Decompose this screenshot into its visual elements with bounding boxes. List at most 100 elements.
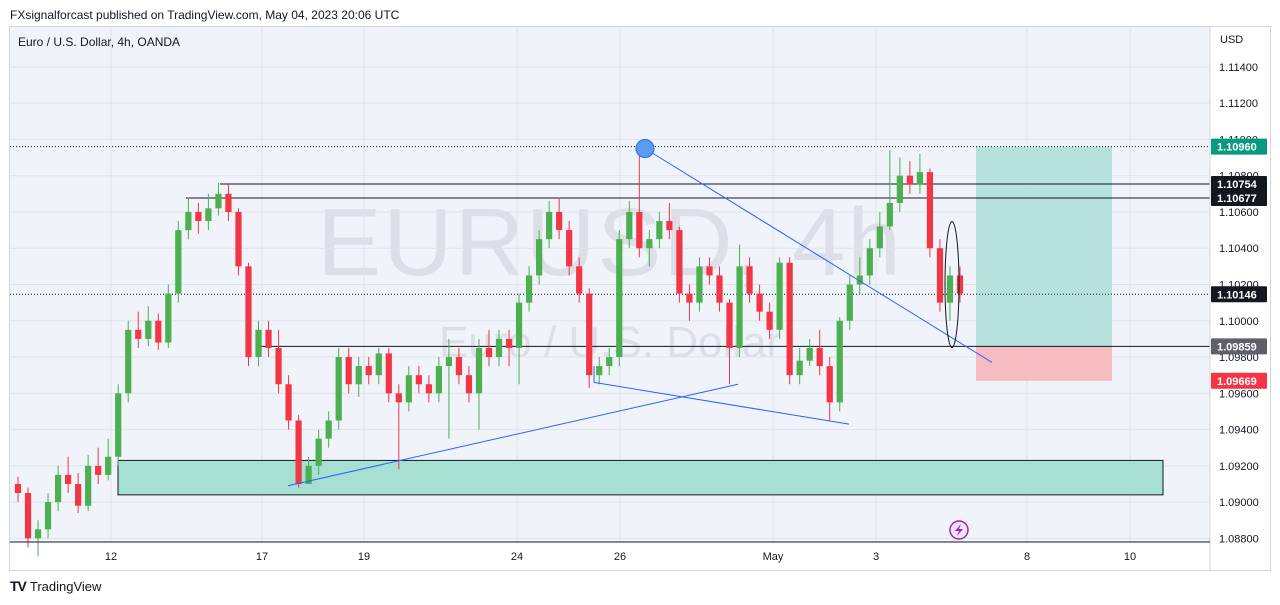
candle-body: [335, 357, 342, 421]
y-tick-label: 1.09400: [1219, 425, 1259, 437]
flash-event-icon: [949, 520, 969, 540]
flash-icon-bolt: [955, 524, 963, 536]
price-label-current-price: [1211, 286, 1267, 303]
symbol-title[interactable]: Euro / U.S. Dollar, 4h, OANDA: [18, 35, 181, 49]
x-tick-label: 24: [511, 551, 523, 563]
price-label-text-entry: 1.09859: [1217, 341, 1257, 353]
candle-body: [636, 211, 643, 249]
candle-body: [596, 366, 603, 376]
candle-body: [44, 502, 52, 530]
candle-body: [546, 211, 553, 240]
candle-body: [385, 353, 392, 394]
candle-body: [425, 384, 432, 394]
candle-body: [465, 375, 473, 394]
candle-body: [776, 262, 783, 330]
descending-trendline: [644, 148, 993, 363]
candle-body: [696, 266, 703, 303]
candle-body: [115, 393, 122, 457]
candle-body: [75, 483, 82, 506]
candle-body: [315, 438, 322, 466]
candle-body: [505, 338, 513, 348]
candle-body: [936, 248, 944, 303]
reversal-ellipse: [944, 221, 960, 348]
grid-lines: [10, 27, 1210, 542]
candle-body: [576, 266, 583, 294]
candle-body: [225, 193, 232, 212]
candle-body: [345, 357, 352, 385]
candle-body: [355, 366, 362, 385]
candle-body: [145, 320, 152, 339]
y-tick-label: 1.11200: [1219, 98, 1258, 110]
y-axis-ticks: 1.114001.112001.110001.108001.106001.104…: [1219, 62, 1259, 545]
candle-body: [255, 329, 262, 358]
price-label-resistance-2: [1211, 190, 1267, 207]
candle-body: [616, 239, 623, 358]
candle-body: [245, 266, 252, 358]
x-axis-ticks: 12 17 19 24 26 May 3 8 10: [105, 551, 1136, 563]
candle-body: [836, 320, 843, 403]
candle-body: [135, 329, 142, 339]
candle-body: [846, 284, 853, 321]
price-level-labels: 1.10960 1.10754 1.10677 1.10146 1.09859 1.096…: [1211, 138, 1267, 389]
candle-body: [926, 172, 934, 249]
candle-body: [265, 329, 272, 348]
price-label-text-target: 1.10960: [1217, 142, 1257, 154]
candle-body: [746, 266, 753, 294]
candle-body: [866, 248, 873, 276]
candles: [14, 146, 964, 557]
candle-body: [64, 474, 72, 484]
lower-trendline: [593, 381, 850, 425]
x-tick-label: 19: [358, 551, 370, 563]
y-tick-label: 1.10000: [1219, 316, 1259, 328]
price-label-text-resistance-2: 1.10677: [1217, 193, 1257, 205]
candle-body: [395, 393, 402, 403]
candle-body: [105, 456, 112, 475]
ascending-trendline: [287, 383, 739, 487]
watermark-symbol: EURUSD, 4h: [317, 189, 903, 296]
candle-body: [916, 172, 924, 185]
y-tick-label: 1.10600: [1219, 207, 1259, 219]
candle-body: [175, 230, 182, 294]
target-zone: [976, 146, 1112, 347]
candle-body: [235, 211, 242, 267]
candle-body: [826, 366, 833, 403]
candle-body: [205, 208, 212, 222]
candle-body: [816, 347, 823, 367]
candle-body: [405, 375, 412, 403]
price-scale-currency[interactable]: USD: [1220, 34, 1244, 46]
candle-body: [796, 360, 803, 376]
candle-body: [946, 275, 954, 303]
candle-body: [485, 347, 493, 358]
candle-body: [295, 420, 302, 484]
candle-body: [375, 353, 382, 376]
candle-body: [415, 375, 422, 385]
candle-body: [806, 347, 813, 361]
candle-body: [185, 211, 192, 231]
candle-body: [215, 193, 222, 209]
candle-body: [435, 366, 443, 394]
demand-zone: [117, 459, 1164, 496]
candle-body: [686, 293, 693, 303]
y-tick-label: 1.08800: [1219, 533, 1259, 545]
candle-body: [125, 329, 132, 394]
x-tick-label: 10: [1124, 551, 1136, 563]
candle-body: [305, 465, 312, 484]
candle-body: [666, 221, 673, 231]
candle-body: [85, 465, 92, 506]
candle-body: [325, 420, 332, 439]
candle-body: [475, 347, 483, 394]
candle-body: [285, 384, 292, 421]
candle-body: [95, 465, 102, 475]
footer-branding[interactable]: TV TradingView: [10, 578, 101, 594]
candle-body: [495, 338, 503, 358]
y-tick-label: 1.09800: [1219, 352, 1259, 364]
y-tick-label: 1.11400: [1219, 62, 1258, 74]
candle-body: [626, 211, 633, 240]
chart-frame: [9, 26, 1271, 571]
x-tick-label: 8: [1024, 551, 1030, 563]
y-tick-label: 1.09600: [1219, 388, 1259, 400]
candle-body: [445, 357, 453, 367]
candle-body: [756, 293, 763, 312]
candle-body: [34, 529, 42, 539]
